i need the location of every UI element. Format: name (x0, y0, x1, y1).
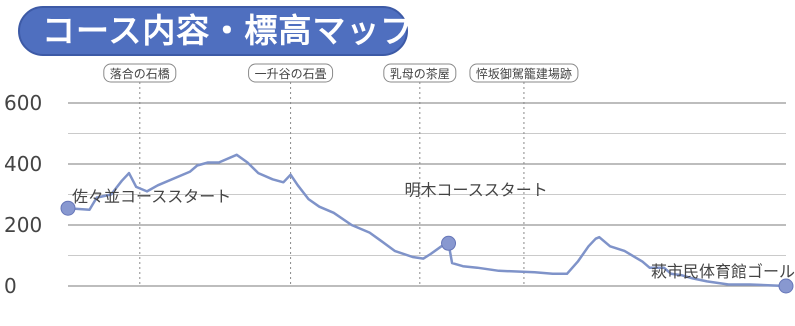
y-tick-label: 600 (4, 91, 42, 115)
point-marker (441, 235, 457, 251)
title-banner: コース内容・標高マップ (18, 6, 413, 56)
landmark-badge (383, 63, 457, 83)
landmark-label: 一升谷の石畳 (255, 67, 327, 81)
point-marker (778, 278, 794, 294)
landmark-badge (248, 63, 334, 83)
y-tick-label: 400 (4, 152, 42, 176)
point-label: 佐々並コーススタート (72, 187, 231, 206)
point-marker (60, 200, 76, 216)
page-title: コース内容・標高マップ (42, 11, 415, 50)
landmark-label: 乳母の茶屋 (390, 66, 450, 81)
point-label: 萩市民体育館ゴール (651, 262, 795, 281)
landmark-label: 落合の石橋 (110, 66, 170, 81)
landmark-badge (103, 63, 177, 83)
y-tick-label: 0 (4, 274, 17, 298)
landmark-badge (469, 63, 579, 83)
point-label: 明木コーススタート (405, 180, 548, 199)
y-tick-label: 200 (4, 213, 42, 237)
elevation-line (67, 153, 787, 288)
landmark-label: 悴坂御駕籠建場跡 (476, 66, 572, 81)
